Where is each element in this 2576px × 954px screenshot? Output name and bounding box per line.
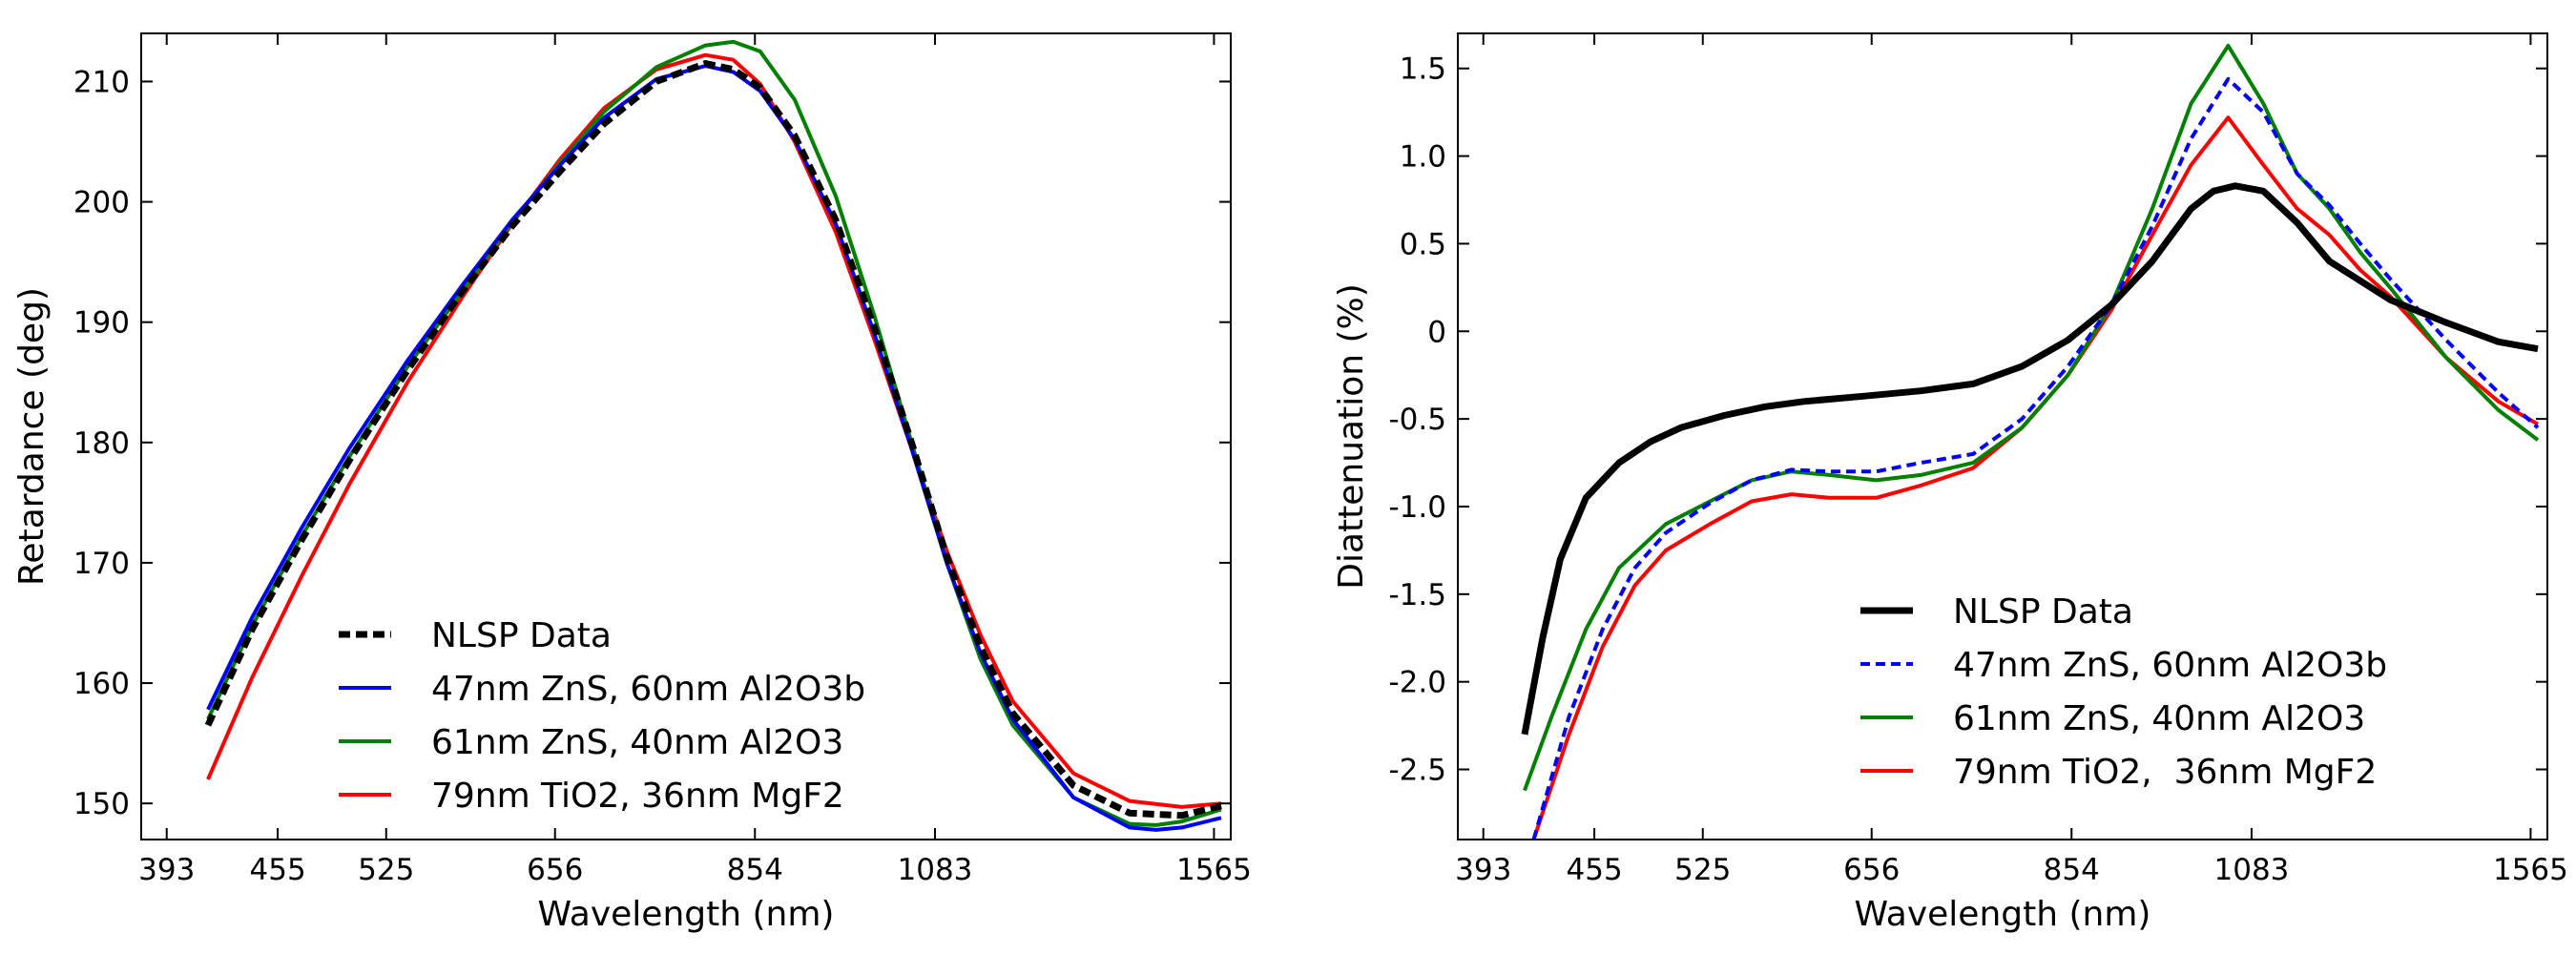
x-tick-label: 854 <box>2044 853 2100 887</box>
plot-frame <box>1457 32 2548 840</box>
plot-frame <box>140 32 1232 840</box>
x-tick-label: 525 <box>358 853 414 887</box>
x-axis-title: Wavelength (nm) <box>538 895 835 934</box>
series-line-47nm-zns-60nm-al2o3b <box>206 64 1222 832</box>
series-line-nlsp-data <box>204 60 1222 819</box>
x-tick-label: 1565 <box>1176 853 1252 887</box>
y-tick-label: 200 <box>73 186 130 220</box>
diattenuation-chart: 393 455 525 656 854 1083 1565 -2.5 -2.0 -1.5 -1.0 -… <box>1332 32 2568 934</box>
y-tick-label: 210 <box>73 65 130 99</box>
legend: NLSP Data 47nm ZnS, 60nm Al2O3b 61nm ZnS, … <box>1860 592 2387 792</box>
y-axis-title: Diattenuation (%) <box>1332 283 1371 590</box>
x-tick-label: 656 <box>1843 853 1900 887</box>
y-tick-label: 1.5 <box>1400 52 1446 87</box>
y-tick-label: -1.0 <box>1389 490 1447 525</box>
plot-area <box>204 39 1222 832</box>
x-tick-label: 393 <box>138 853 195 887</box>
y-tick-label: -0.5 <box>1389 403 1447 437</box>
x-axis-title: Wavelength (nm) <box>1855 895 2151 934</box>
x-tick-label: 525 <box>1674 853 1731 887</box>
x-tick-label: 1565 <box>2493 853 2568 887</box>
x-tick-label: 455 <box>1567 853 1623 887</box>
y-tick-label: -2.5 <box>1389 754 1447 788</box>
x-tick-label: 854 <box>727 853 783 887</box>
y-tick-label: 0.5 <box>1400 227 1446 261</box>
y-tick-label: 150 <box>73 787 130 821</box>
x-tick-label: 455 <box>250 853 306 887</box>
y-tick-label: 0 <box>1427 315 1446 349</box>
plot-area <box>1521 43 2540 840</box>
x-tick-label: 393 <box>1455 853 1511 887</box>
legend-label: 79nm TiO2, 36nm MgF2 <box>431 777 844 816</box>
series-line-61nm-zns-40nm-al2o3 <box>1523 43 2540 792</box>
y-tick-label: 180 <box>73 426 130 461</box>
y-tick-label: 160 <box>73 667 130 701</box>
x-tick-label: 656 <box>527 853 583 887</box>
legend-label: 47nm ZnS, 60nm Al2O3b <box>431 670 865 709</box>
y-tick-label: 190 <box>73 306 130 341</box>
legend-label: 61nm ZnS, 40nm Al2O3 <box>1953 699 2365 738</box>
legend: NLSP Data 47nm ZnS, 60nm Al2O3b 61nm ZnS, … <box>339 616 865 816</box>
legend-label: 61nm ZnS, 40nm Al2O3 <box>431 723 843 762</box>
y-tick-label: -1.5 <box>1389 578 1447 612</box>
series-line-nlsp-data <box>1521 182 2539 736</box>
legend-label: 47nm ZnS, 60nm Al2O3b <box>1953 646 2387 685</box>
x-tick-label: 1083 <box>898 853 973 887</box>
y-tick-label: 1.0 <box>1400 140 1446 175</box>
y-tick-label: 170 <box>73 547 130 581</box>
y-tick-label: -2.0 <box>1389 666 1447 700</box>
legend-label: 79nm TiO2, 36nm MgF2 <box>1953 753 2377 792</box>
retardance-chart: 393 455 525 656 854 1083 1565 150 160 170 180 190 20… <box>12 32 1252 934</box>
y-axis-title: Retardance (deg) <box>12 287 52 586</box>
legend-label: NLSP Data <box>431 616 612 655</box>
legend-label: NLSP Data <box>1953 592 2133 632</box>
x-tick-label: 1083 <box>2214 853 2290 887</box>
series-line-79nm-tio2-36nm-mgf2 <box>206 52 1222 809</box>
